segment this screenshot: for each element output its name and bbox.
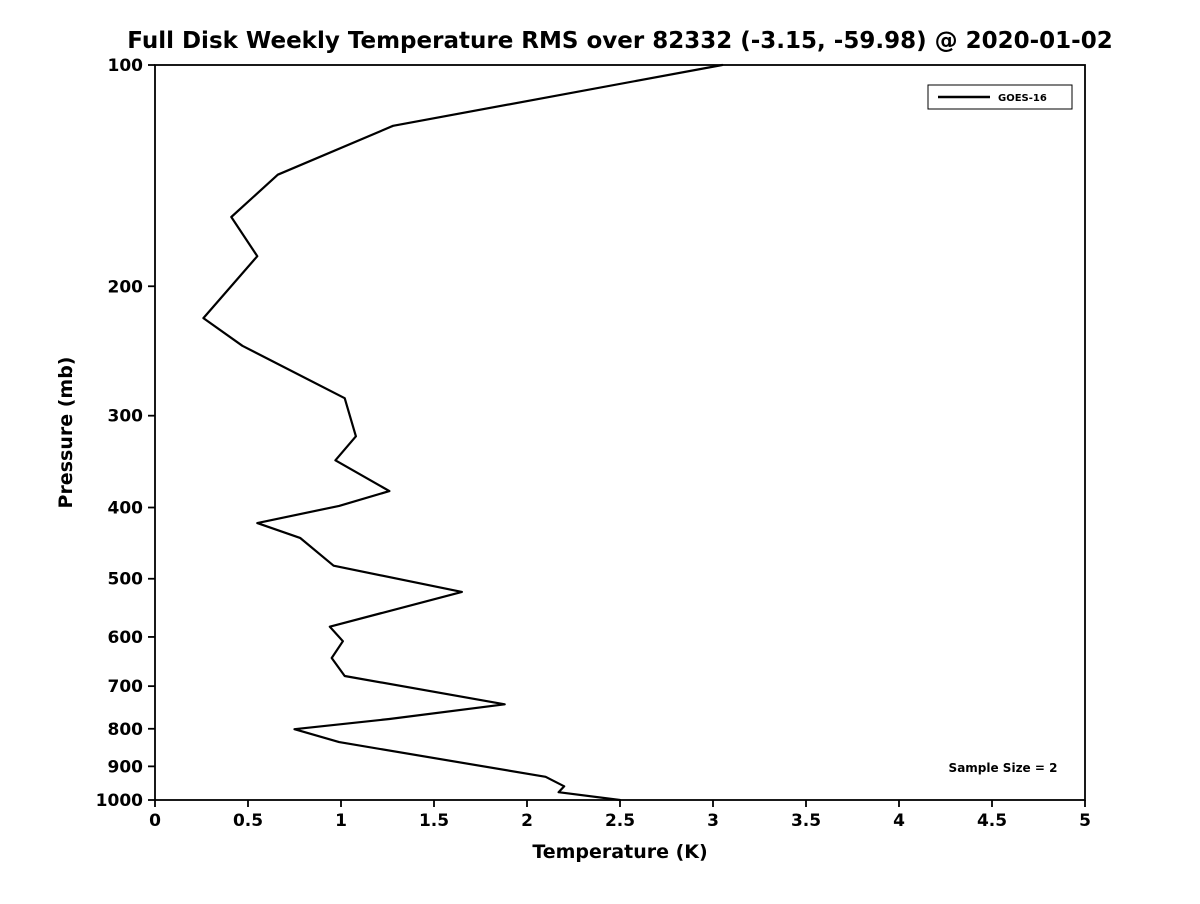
y-tick-label: 1000 (96, 791, 143, 811)
goes16-line (202, 63, 724, 802)
chart-title: Full Disk Weekly Temperature RMS over 82… (127, 28, 1113, 54)
y-axis-label: Pressure (mb) (55, 357, 77, 509)
x-tick-label: 1.5 (419, 811, 449, 831)
y-tick-label: 900 (108, 757, 144, 777)
x-tick-label: 2 (521, 811, 533, 831)
sample-size-annotation: Sample Size = 2 (949, 761, 1058, 775)
x-tick-label: 2.5 (605, 811, 635, 831)
x-axis-label: Temperature (K) (532, 841, 707, 863)
x-tick-label: 5 (1079, 811, 1091, 831)
y-tick-label: 400 (108, 499, 144, 519)
x-tick-label: 3 (707, 811, 719, 831)
y-tick-label: 300 (108, 407, 144, 427)
axes: 0 0.5 1 1.5 2 2.5 3 3.5 4 4.5 5 100 200 300 400 500 600 7… (96, 56, 1091, 831)
plot-box (154, 64, 1086, 801)
y-tick-label: 800 (108, 720, 144, 740)
x-tick-label: 4 (893, 811, 905, 831)
y-tick-label: 500 (108, 570, 144, 590)
x-tick-label: 3.5 (791, 811, 821, 831)
x-tick-label: 1 (335, 811, 347, 831)
x-tick-label: 0.5 (233, 811, 263, 831)
y-tick-label: 200 (108, 277, 144, 297)
y-tick-label: 600 (108, 628, 144, 648)
y-tick-label: 100 (108, 56, 144, 76)
legend-label: GOES-16 (998, 93, 1047, 104)
x-tick-label: 0 (149, 811, 161, 831)
data-series-goes16 (202, 63, 724, 802)
legend: GOES-16 (927, 84, 1073, 110)
x-tick-label: 4.5 (977, 811, 1007, 831)
y-tick-label: 700 (108, 677, 144, 697)
